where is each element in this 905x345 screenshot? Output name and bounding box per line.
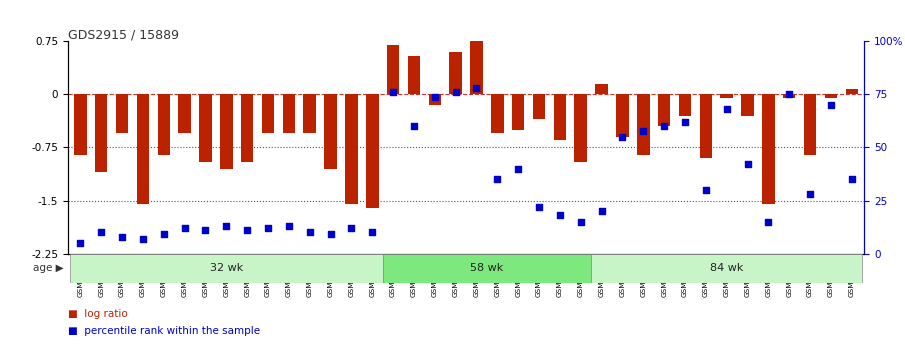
Point [198, 227, 213, 233]
Bar [741, 95, 754, 116]
Bar [137, 95, 149, 204]
Bar [533, 95, 546, 119]
Point [595, 208, 609, 214]
Point [448, 90, 462, 95]
Point [386, 90, 400, 95]
Point [491, 177, 505, 182]
Bar [575, 95, 587, 161]
Point [157, 232, 171, 237]
Bar [804, 95, 816, 155]
Point [699, 187, 713, 193]
Bar [491, 95, 503, 133]
Point [323, 232, 338, 237]
Bar [845, 89, 858, 95]
Point [511, 166, 526, 171]
Point [281, 223, 296, 229]
Point [177, 225, 192, 231]
Bar [554, 95, 567, 140]
Bar [262, 95, 274, 133]
Point [94, 229, 109, 235]
Point [344, 225, 358, 231]
Point [719, 107, 734, 112]
Point [365, 229, 379, 235]
Bar [95, 95, 108, 172]
Point [636, 128, 651, 133]
Point [427, 94, 442, 99]
Text: GDS2915 / 15889: GDS2915 / 15889 [68, 28, 179, 41]
Point [761, 219, 776, 225]
Point [219, 223, 233, 229]
Bar [591, 254, 862, 283]
Text: 32 wk: 32 wk [210, 263, 243, 273]
Bar [116, 95, 129, 133]
Point [532, 204, 547, 210]
Point [574, 219, 588, 225]
Bar [595, 84, 608, 95]
Point [782, 92, 796, 97]
Bar [407, 56, 420, 95]
Point [406, 124, 421, 129]
Point [470, 85, 484, 91]
Point [657, 124, 672, 129]
Bar [220, 95, 233, 169]
Point [240, 227, 254, 233]
Point [844, 177, 859, 182]
Point [115, 234, 129, 239]
Bar [450, 52, 462, 95]
Point [73, 240, 88, 246]
Point [678, 119, 692, 125]
Bar [512, 95, 525, 130]
Point [302, 229, 317, 235]
Point [615, 134, 630, 140]
Point [136, 236, 150, 241]
Bar [679, 95, 691, 116]
Point [740, 162, 755, 167]
Bar [783, 95, 795, 98]
Bar [70, 254, 383, 283]
Bar [616, 95, 629, 137]
Bar [700, 95, 712, 158]
Bar [383, 254, 591, 283]
Point [261, 225, 275, 231]
Text: ■  percentile rank within the sample: ■ percentile rank within the sample [68, 326, 260, 336]
Point [824, 102, 838, 108]
Point [553, 213, 567, 218]
Bar [303, 95, 316, 133]
Text: ■  log ratio: ■ log ratio [68, 309, 128, 319]
Bar [824, 95, 837, 98]
Bar [199, 95, 212, 161]
Bar [157, 95, 170, 155]
Bar [762, 95, 775, 204]
Bar [241, 95, 253, 161]
Bar [366, 95, 378, 208]
Bar [282, 95, 295, 133]
Text: 58 wk: 58 wk [471, 263, 503, 273]
Bar [178, 95, 191, 133]
Bar [345, 95, 357, 204]
Text: 84 wk: 84 wk [710, 263, 743, 273]
Point [803, 191, 817, 197]
Bar [74, 95, 87, 155]
Bar [324, 95, 337, 169]
Text: age ▶: age ▶ [33, 263, 63, 273]
Bar [720, 95, 733, 98]
Bar [658, 95, 671, 126]
Bar [386, 45, 399, 95]
Bar [471, 41, 482, 95]
Bar [429, 95, 441, 105]
Bar [637, 95, 650, 155]
